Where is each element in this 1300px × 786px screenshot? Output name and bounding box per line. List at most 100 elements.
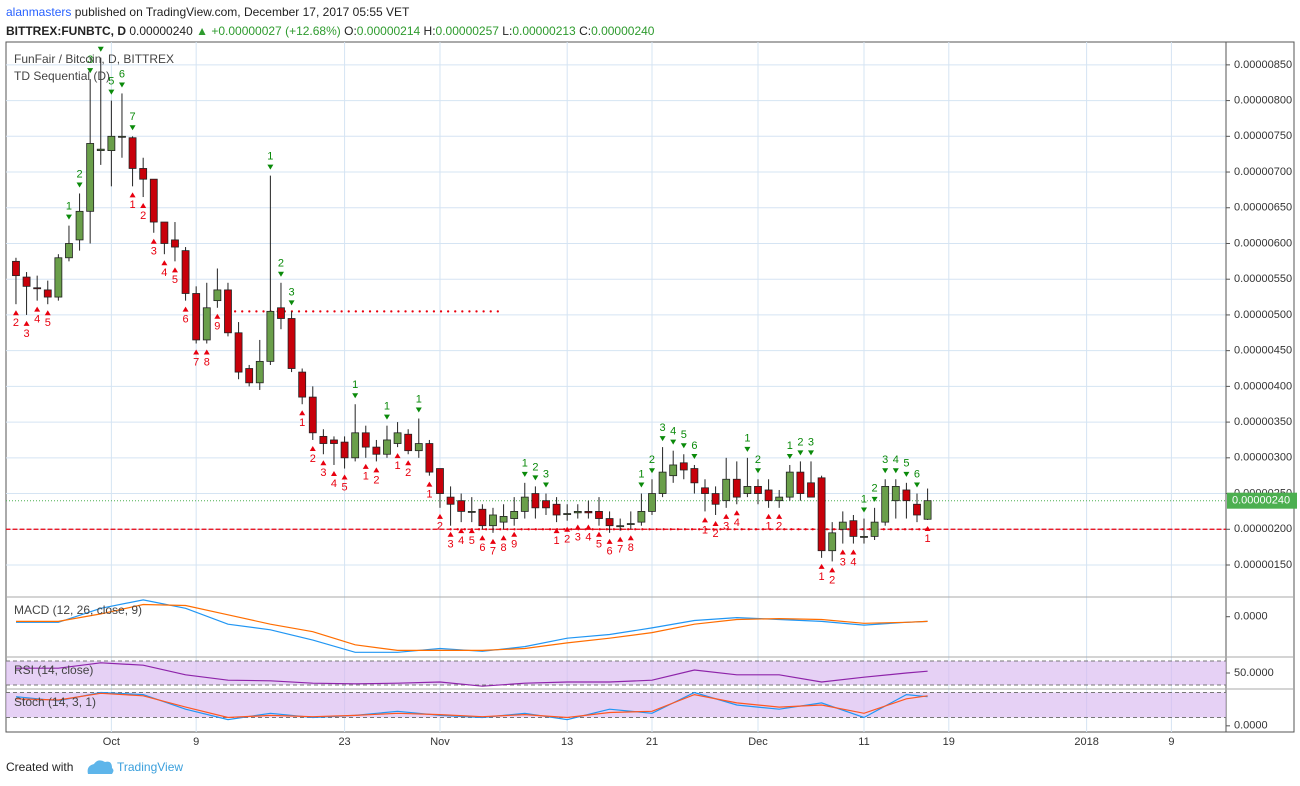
study-title: TD Sequential (D) [14, 69, 110, 83]
td-sell-arrow [680, 443, 687, 449]
candle-body [669, 464, 678, 477]
td-buy-arrow [161, 260, 168, 266]
candle-body [891, 486, 900, 502]
td-buy-count: 5 [596, 539, 602, 551]
candle-body [510, 511, 519, 519]
td-sell-arrow [65, 214, 72, 220]
td-buy-count: 2 [713, 528, 719, 540]
td-buy-arrow [182, 306, 189, 312]
y-tick-label: 0.00000650 [1234, 202, 1292, 214]
td-buy-arrow [23, 320, 30, 326]
td-sell-arrow [277, 271, 284, 277]
td-sell-count: 2 [755, 454, 761, 466]
td-buy-count: 5 [45, 317, 51, 329]
td-sell-count: 3 [87, 54, 93, 66]
td-sell-arrow [860, 507, 867, 513]
td-sell-arrow [648, 468, 655, 474]
td-buy-arrow [468, 528, 475, 534]
y-tick-label: 0.00000750 [1234, 130, 1292, 142]
td-buy-count: 3 [24, 328, 30, 340]
td-sell-arrow [521, 471, 528, 477]
candle-body [383, 439, 391, 455]
td-buy-arrow [214, 313, 221, 319]
y-tick-label: 0.00000200 [1234, 523, 1292, 535]
td-buy-arrow [405, 460, 412, 466]
candle-body [245, 368, 254, 384]
chart-title: FunFair / Bitcoin, D, BITTREX [14, 52, 174, 66]
td-buy-arrow [617, 536, 624, 542]
td-sell-count: 1 [787, 440, 793, 452]
candle-body [626, 523, 635, 525]
td-buy-count: 3 [448, 539, 454, 551]
td-sell-arrow [797, 450, 804, 456]
header: alanmasters published on TradingView.com… [6, 3, 654, 41]
td-sell-count: 3 [882, 454, 888, 466]
candle-body [838, 521, 847, 530]
td-buy-arrow [341, 474, 348, 480]
td-buy-arrow [203, 349, 210, 355]
candle-body [542, 500, 550, 509]
td-buy-count: 2 [829, 574, 835, 586]
last-price-label: 0.00000240 [1232, 495, 1290, 507]
candle-body [340, 441, 349, 459]
up-arrow: ▲ [196, 24, 208, 38]
td-buy-count: 7 [490, 546, 496, 558]
candle-body [213, 289, 222, 302]
td-buy-count: 4 [850, 556, 856, 568]
td-sell-count: 4 [670, 426, 676, 438]
y-tick-label: 0.00000500 [1234, 309, 1292, 321]
td-sell-count: 1 [638, 468, 644, 480]
candle-body [658, 471, 667, 494]
td-buy-count: 4 [585, 531, 591, 543]
candle-body [149, 178, 158, 223]
td-sell-count: 7 [130, 111, 136, 123]
candle-body [764, 489, 773, 502]
td-sell-count: 5 [903, 458, 909, 470]
td-buy-arrow [765, 513, 772, 519]
candle-body [563, 513, 572, 515]
td-buy-arrow [627, 535, 634, 541]
td-buy-count: 1 [554, 535, 560, 547]
td-buy-count: 1 [395, 460, 401, 472]
x-tick-label: Nov [430, 736, 450, 748]
candle-body [107, 135, 116, 151]
td-sell-arrow [903, 471, 910, 477]
candle-body [457, 500, 466, 512]
td-buy-arrow [309, 445, 316, 451]
indicator-line [15, 692, 928, 719]
indicator-title: Stoch (14, 3, 1) [14, 695, 96, 709]
candle-body [860, 536, 868, 538]
candle-body [255, 360, 264, 384]
candle-body [266, 310, 275, 362]
candle-body [128, 137, 137, 169]
candle-body [86, 143, 95, 212]
td-buy-count: 8 [628, 542, 634, 554]
candle-body [605, 518, 614, 527]
td-buy-count: 2 [140, 210, 146, 222]
td-buy-count: 9 [214, 321, 220, 333]
candle-body [902, 489, 911, 502]
candle-body [849, 520, 858, 537]
y-tick-label: 0.00000300 [1234, 452, 1292, 464]
ohlc-key: C: [579, 24, 592, 38]
candle-body [118, 135, 126, 138]
td-buy-arrow [850, 549, 857, 555]
td-buy-arrow [574, 524, 581, 530]
td-buy-count: 4 [734, 517, 740, 529]
candle-body [425, 443, 434, 473]
candle-body [743, 486, 752, 494]
td-buy-arrow [511, 531, 518, 537]
td-sell-arrow [913, 482, 920, 488]
td-sell-count: 5 [681, 429, 687, 441]
candle-body [881, 486, 890, 523]
symbol: BITTREX:FUNBTC, D [6, 24, 126, 38]
candle-body [552, 503, 561, 516]
candle-body [573, 511, 582, 514]
candle-body [12, 260, 20, 277]
td-sell-arrow [542, 482, 549, 488]
plot-frame [5, 41, 1295, 733]
author[interactable]: alanmasters [6, 5, 72, 19]
y-tick-label: 50.0000 [1234, 667, 1274, 679]
y-tick-label: 0.00000450 [1234, 345, 1292, 357]
